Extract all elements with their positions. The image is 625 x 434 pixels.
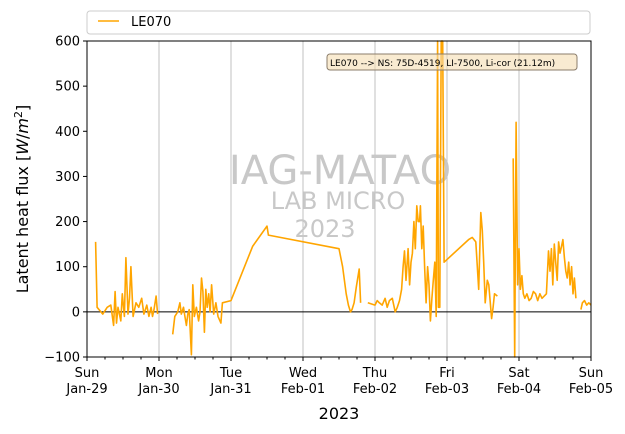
annotation: LE070 --> NS: 75D-4519, LI-7500, Li-cor … (326, 53, 578, 71)
x-tick-label-date: Jan-31 (209, 382, 251, 397)
series-line-le070 (512, 121, 577, 358)
annotation-text: LE070 --> NS: 75D-4519, LI-7500, Li-cor … (330, 59, 555, 69)
y-tick-label: 300 (55, 170, 80, 185)
x-tick-label-date: Feb-02 (353, 382, 397, 397)
watermark-subtitle: LAB MICRO (271, 187, 406, 215)
y-axis-unit-slash: / (13, 133, 32, 139)
x-tick-label-date: Jan-30 (137, 382, 179, 397)
x-tick-label-day: Mon (145, 366, 172, 381)
legend-label: LE070 (131, 15, 171, 30)
x-tick-label-date: Jan-29 (65, 382, 107, 397)
y-axis-title: Latent heat flux [W/m2] (12, 105, 32, 294)
watermark-title: IAG-MATAO (229, 148, 451, 194)
series-layer (94, 40, 592, 358)
y-axis-unit-m: m (13, 118, 32, 134)
y-tick-label: 400 (55, 125, 80, 140)
watermark: IAG-MATAO LAB MICRO 2023 (229, 148, 451, 243)
y-tick-label: 0 (72, 305, 80, 320)
y-axis-unit-close: ] (13, 105, 32, 111)
annotation-box (326, 53, 578, 71)
x-tick-label-day: Tue (219, 366, 242, 381)
x-tick-label-day: Fri (439, 366, 455, 381)
x-tick-label-date: Feb-01 (281, 382, 325, 397)
plot-area (87, 41, 591, 357)
y-tick-label: 600 (55, 35, 80, 50)
series-line-le070 (580, 299, 592, 310)
x-axis-title: 2023 (319, 404, 360, 423)
x-tick-label-day: Sat (508, 366, 529, 381)
x-axis: SunJan-29MonJan-30TueJan-31WedFeb-01ThuF… (65, 357, 613, 397)
x-tick-label-date: Feb-05 (569, 382, 613, 397)
x-tick-label-day: Sun (579, 366, 604, 381)
y-axis-unit-exp: 2 (12, 111, 25, 118)
y-axis-unit-w: W (13, 138, 32, 155)
x-tick-label-date: Feb-04 (497, 382, 541, 397)
x-tick-label-day: Wed (289, 366, 317, 381)
watermark-year: 2023 (294, 215, 355, 243)
x-tick-label-date: Feb-03 (425, 382, 469, 397)
y-tick-label: 200 (55, 215, 80, 230)
legend: LE070 (86, 10, 591, 35)
x-tick-label-day: Thu (362, 366, 387, 381)
y-tick-label: −100 (44, 351, 80, 366)
y-tick-label: 100 (55, 260, 80, 275)
x-tick-label-day: Sun (75, 366, 100, 381)
series-line-le070 (367, 40, 498, 322)
y-axis-title-base: Latent heat flux (13, 161, 32, 293)
legend-box (86, 10, 591, 35)
series-line-le070 (94, 241, 159, 327)
y-axis: −100 0 100 200 300 400 500 600 (44, 35, 87, 366)
series-line-le070 (171, 225, 362, 356)
y-axis-unit-open: [ (13, 155, 32, 161)
grid (158, 41, 520, 357)
y-tick-label: 500 (55, 80, 80, 95)
